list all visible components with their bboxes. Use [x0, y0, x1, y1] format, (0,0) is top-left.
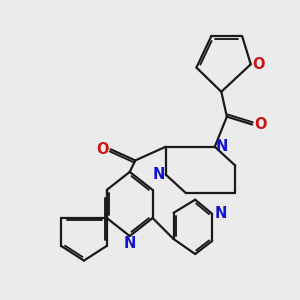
Text: N: N: [214, 206, 226, 221]
Text: N: N: [216, 139, 228, 154]
Text: N: N: [152, 167, 165, 182]
Text: O: O: [253, 57, 265, 72]
Text: O: O: [96, 142, 109, 157]
Text: O: O: [254, 117, 266, 132]
Text: N: N: [124, 236, 136, 251]
